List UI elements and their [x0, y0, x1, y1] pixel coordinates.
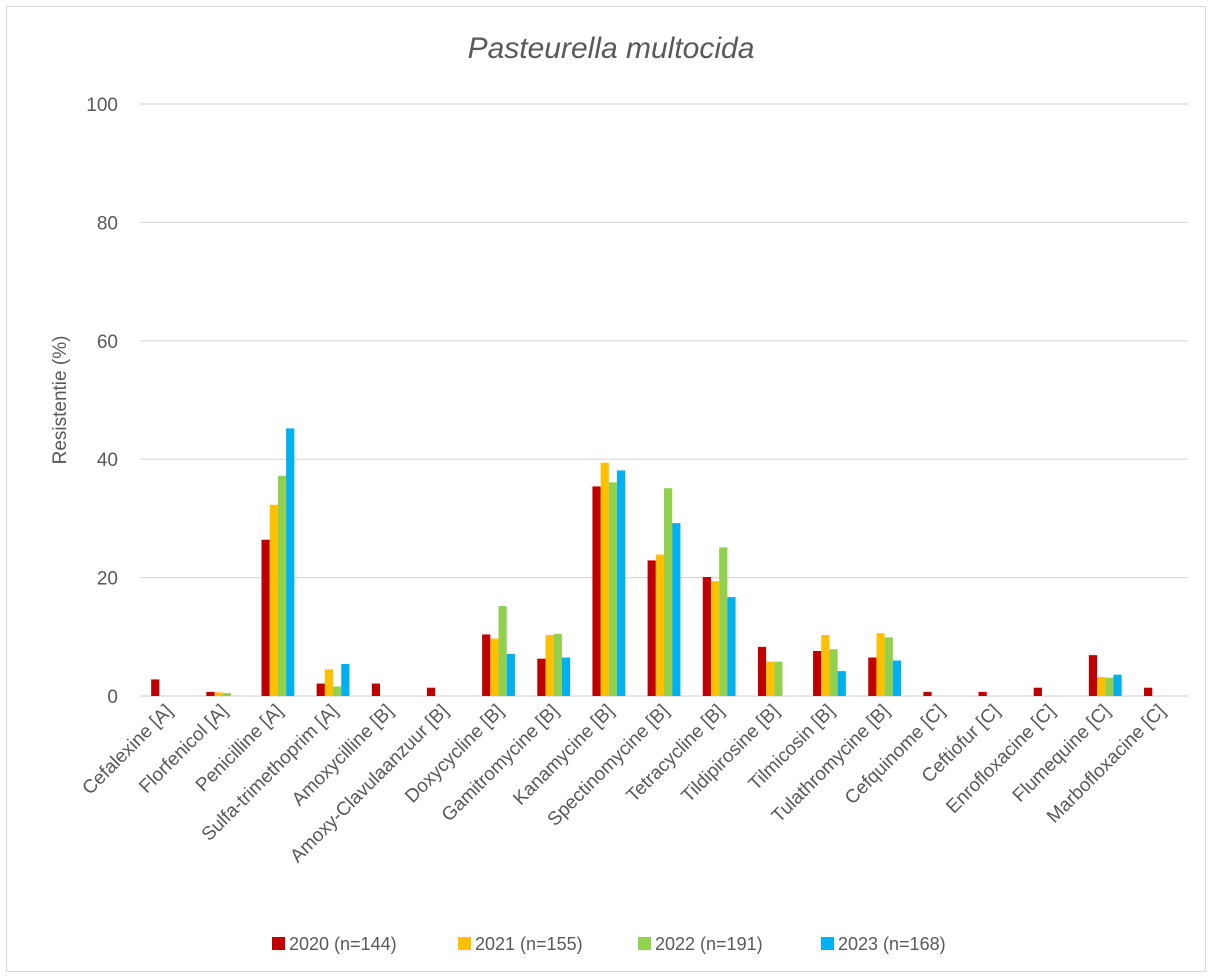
bar: [884, 637, 893, 696]
y-tick-label: 80: [97, 213, 118, 234]
bar: [537, 658, 546, 696]
legend-label: 2023 (n=168): [838, 934, 946, 954]
legend-swatch: [272, 937, 285, 950]
x-tick-label: Tetracycline [B]: [623, 701, 729, 807]
bar: [1033, 687, 1042, 696]
bar: [277, 475, 287, 696]
gridlines: [140, 103, 1188, 697]
bar: [664, 488, 673, 696]
bar: [876, 633, 885, 696]
bar: [269, 504, 278, 696]
bar: [341, 664, 350, 696]
bar: [1097, 677, 1106, 696]
x-tick-labels: Cefalexine [A]Florfenicol [A]Penicilline…: [79, 701, 1170, 867]
bar: [710, 581, 720, 696]
bar: [727, 597, 736, 696]
bar: [222, 693, 231, 696]
y-tick-label: 60: [97, 332, 118, 353]
legend-swatch: [821, 937, 834, 950]
bar: [151, 679, 160, 696]
bar: [592, 486, 601, 696]
legend: 2020 (n=144) 2021 (n=155) 2022 (n=191) 2023…: [272, 934, 946, 954]
y-tick-label: 40: [97, 450, 118, 471]
bar: [286, 428, 295, 696]
bar: [892, 660, 902, 696]
bar: [498, 606, 507, 696]
bar: [978, 691, 987, 696]
bar: [774, 661, 783, 696]
bar: [766, 661, 775, 696]
bar: [647, 560, 656, 696]
x-tick-label: Kanamycine [B]: [509, 701, 618, 810]
bar: [829, 649, 838, 696]
bar: [371, 683, 381, 696]
legend-swatch: [638, 937, 651, 950]
bar: [1105, 677, 1114, 696]
bar: [482, 634, 491, 696]
bar: [553, 633, 562, 696]
bar: [545, 635, 554, 696]
y-axis-label: Resistentie (%): [50, 336, 71, 465]
bars: [151, 428, 1153, 696]
y-tick-label: 20: [97, 569, 118, 590]
bar: [600, 462, 609, 696]
bar: [316, 683, 325, 696]
bar: [1144, 687, 1153, 696]
bar: [702, 577, 711, 696]
bar: [333, 686, 342, 696]
bar: [617, 470, 626, 696]
bar: [813, 651, 822, 696]
x-tick-label: Tildipirosine [B]: [678, 701, 784, 807]
bar: [506, 653, 515, 696]
bar: [324, 669, 334, 696]
x-tick-label: Flumequine [C]: [1009, 701, 1115, 807]
bar: [719, 547, 728, 696]
y-tick-labels: 0 20 40 60 80 100: [86, 95, 118, 708]
bar: [837, 671, 846, 696]
bar: [655, 554, 664, 696]
bar: [206, 691, 215, 696]
bar: [490, 638, 499, 696]
bar: [757, 646, 767, 696]
x-tick-label: Doxycycline [B]: [401, 701, 508, 808]
y-tick-label: 100: [86, 95, 118, 116]
bar: [868, 657, 877, 696]
y-tick-label: 0: [107, 687, 118, 708]
bar: [561, 657, 571, 696]
bar: [261, 539, 270, 696]
x-tick-label: Cefquinome [C]: [841, 701, 949, 809]
bar: [672, 523, 681, 696]
bar: [608, 482, 618, 696]
chart-title: Pasteurella multocida: [468, 32, 755, 65]
bar: [1088, 655, 1098, 696]
bar: [821, 635, 830, 696]
bar: [923, 691, 932, 696]
legend-label: 2022 (n=191): [655, 934, 763, 954]
legend-label: 2021 (n=155): [475, 934, 583, 954]
bar: [214, 692, 223, 696]
bar: [426, 687, 436, 696]
legend-label: 2020 (n=144): [289, 934, 397, 954]
bar: [1113, 674, 1122, 696]
x-tick-label: Amoxycilline [B]: [288, 701, 398, 811]
legend-swatch: [458, 937, 471, 950]
